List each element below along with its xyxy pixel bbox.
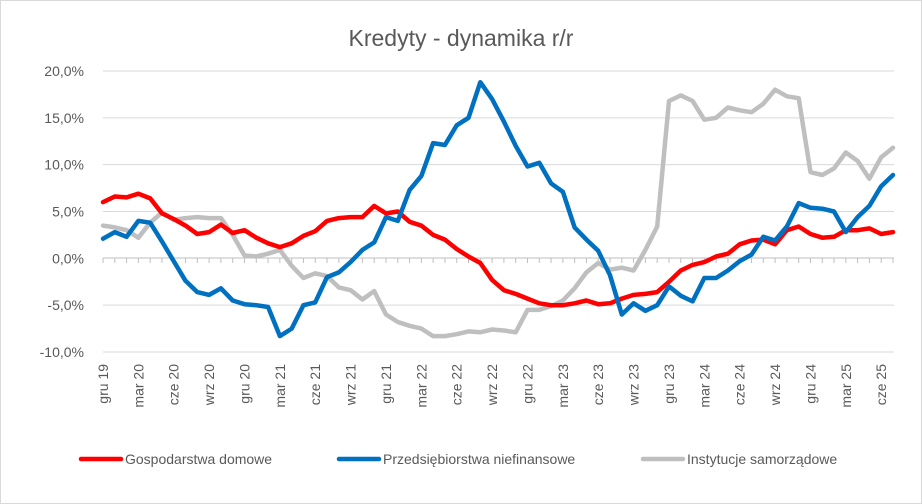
x-tick-label: mar 22 (413, 364, 429, 408)
x-tick-label: gru 21 (378, 364, 394, 404)
x-tick-label: wrz 22 (484, 364, 500, 406)
x-tick-label: wrz 23 (626, 364, 642, 406)
series-line-3 (100, 87, 896, 339)
x-tick-label: gru 19 (95, 364, 111, 404)
y-tick-label: 5,0% (52, 204, 84, 220)
y-tick-label: -10,0% (40, 344, 84, 360)
x-tick-label: gru 24 (802, 364, 818, 404)
x-tick-label: gru 23 (661, 364, 677, 404)
x-tick-label: mar 24 (696, 364, 712, 408)
x-tick-label: gru 20 (236, 364, 252, 404)
x-tick-label: cze 24 (732, 364, 748, 405)
x-tick-label: cze 25 (873, 364, 889, 405)
x-tick-label: mar 21 (272, 364, 288, 408)
series-lines (100, 79, 896, 339)
legend: Gospodarstwa domowe Przedsiębiorstwa nief… (78, 451, 837, 467)
x-tick-label: wrz 20 (201, 364, 217, 406)
y-tick-label: 10,0% (44, 157, 84, 173)
legend-label: Instytucje samorządowe (687, 451, 837, 467)
x-tick-label: cze 20 (166, 364, 182, 405)
x-tick-label: gru 22 (519, 364, 535, 404)
chart-title: Kredyty - dynamika r/r (349, 25, 574, 51)
x-tick-label: cze 22 (449, 364, 465, 405)
x-tick-label: cze 23 (590, 364, 606, 405)
x-tick-label: wrz 21 (343, 364, 359, 406)
legend-label: Gospodarstwa domowe (125, 451, 272, 467)
x-tick-labels: gru 19 mar 20 cze 20 wrz 20 gru 20 mar 21 cze … (95, 364, 889, 408)
y-tick-label: 0,0% (52, 250, 84, 266)
y-tick-labels: -10,0% -5,0% 0,0% 5,0% 10,0% 15,0% 20,0% (40, 63, 84, 360)
y-tick-label: 15,0% (44, 110, 84, 126)
x-tick-label: mar 25 (838, 364, 854, 408)
x-tick-label: mar 23 (555, 364, 571, 408)
series-line-2 (100, 79, 896, 339)
x-tick-label: cze 21 (307, 364, 323, 405)
axes (102, 257, 894, 263)
y-tick-label: 20,0% (44, 63, 84, 79)
x-tick-label: wrz 24 (767, 364, 783, 406)
legend-label: Przedsiębiorstwa niefinansowe (383, 451, 575, 467)
y-tick-label: -5,0% (47, 297, 84, 313)
grid-lines (103, 70, 894, 353)
x-tick-label: mar 20 (130, 364, 146, 408)
